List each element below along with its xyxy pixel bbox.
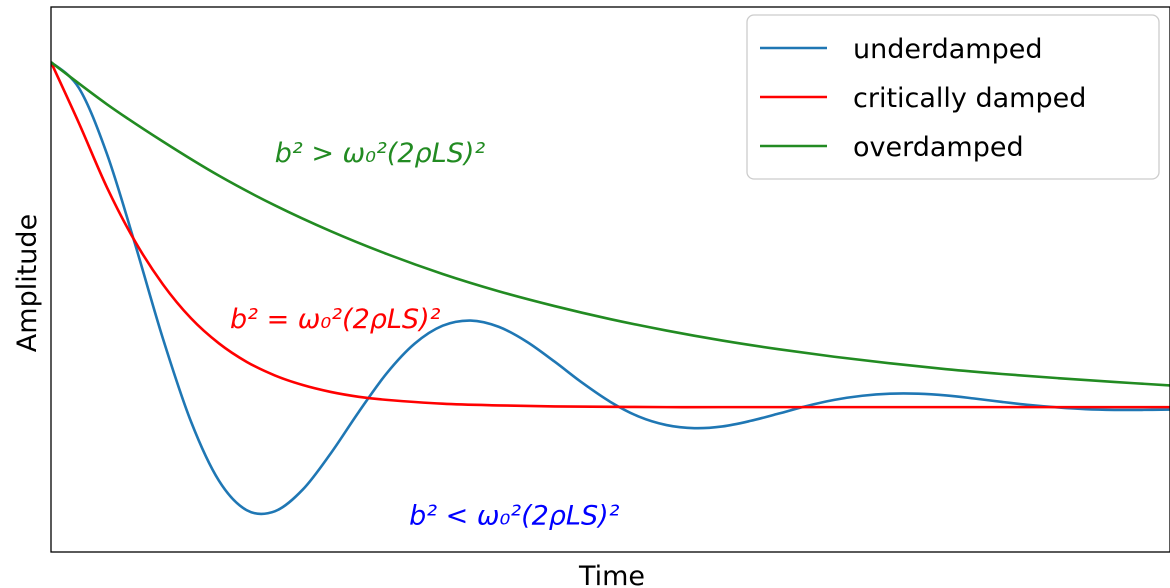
series-line-underdamped <box>51 61 1170 516</box>
legend: underdamped critically damped overdamped <box>746 14 1160 180</box>
annotations: b² > ω₀²(2ρLS)² b² = ω₀²(2ρLS)² b² < ω₀²(2… <box>230 138 620 531</box>
annotation-3: b² < ω₀²(2ρLS)² <box>409 500 620 531</box>
legend-label-underdamped: underdamped <box>853 34 1042 65</box>
x-axis-label: Time <box>578 561 645 588</box>
series-line-overdamped <box>51 61 1170 387</box>
legend-label-overdamped: overdamped <box>853 132 1024 163</box>
annotation-2: b² = ω₀²(2ρLS)² <box>230 304 441 335</box>
annotation-1: b² > ω₀²(2ρLS)² <box>275 138 486 169</box>
y-axis-label: Amplitude <box>12 214 43 352</box>
series-line-critically-damped <box>51 61 1170 409</box>
axes-frame <box>50 6 1170 553</box>
legend-frame <box>746 14 1160 180</box>
plot-area <box>51 61 1170 516</box>
legend-items: underdamped critically damped overdamped <box>760 34 1086 163</box>
legend-label-critically-damped: critically damped <box>853 83 1086 114</box>
